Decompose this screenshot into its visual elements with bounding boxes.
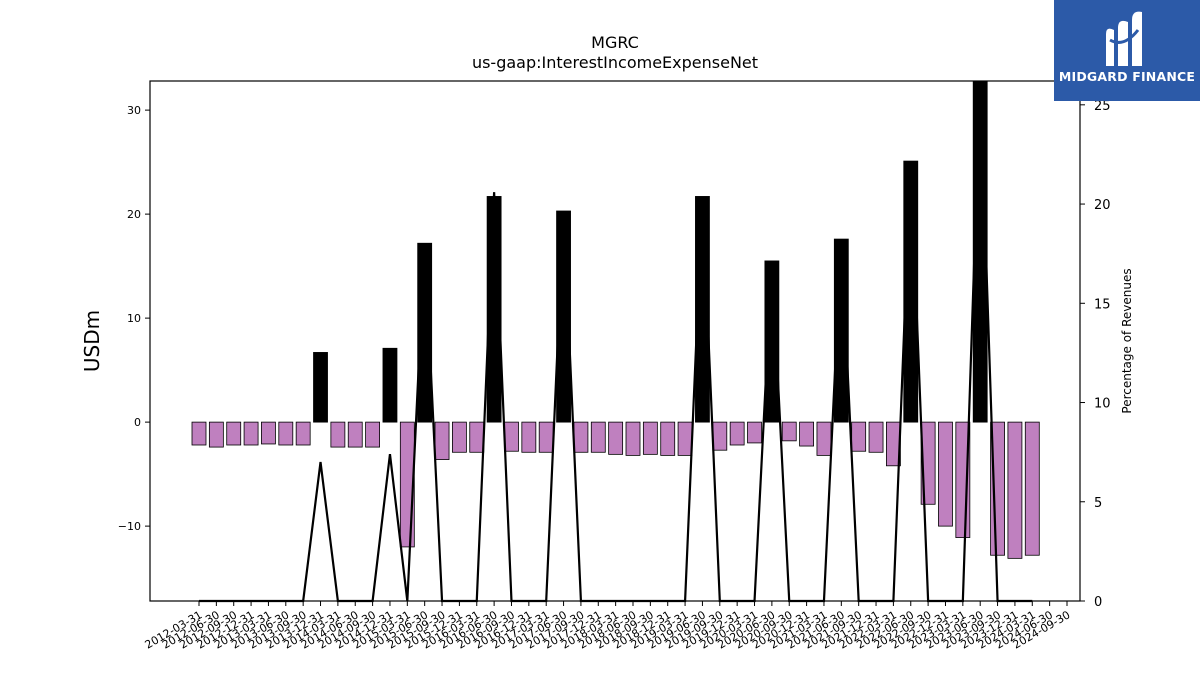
y2-tick-label: 5 — [1094, 496, 1102, 511]
y-axis-label: USDm — [80, 310, 104, 372]
bar — [695, 196, 710, 423]
bar — [226, 421, 242, 446]
bar — [833, 238, 849, 423]
bar — [261, 421, 276, 445]
bar — [642, 421, 658, 455]
bar — [920, 421, 936, 505]
y-axis-right: 0 5 10 15 20 25 — [1080, 99, 1111, 610]
y2-tick-label: 0 — [1094, 595, 1102, 610]
chart-title: MGRC — [591, 33, 639, 52]
bar — [747, 421, 762, 444]
bar — [434, 421, 450, 460]
bar — [625, 421, 641, 456]
bar — [781, 421, 797, 442]
bar — [469, 421, 485, 453]
bar — [208, 421, 224, 448]
bar — [521, 421, 537, 453]
bar — [538, 421, 554, 453]
bar — [1024, 421, 1040, 556]
bar — [712, 421, 728, 451]
bar — [382, 347, 398, 423]
bar — [938, 421, 953, 527]
brand-logo: MIDGARD FINANCE — [1054, 0, 1200, 101]
bar — [504, 421, 519, 452]
bar — [295, 421, 311, 446]
bar — [278, 421, 294, 446]
y2-tick-label: 25 — [1094, 99, 1111, 114]
bar — [868, 421, 884, 453]
bar — [330, 421, 346, 448]
y2-tick-label: 20 — [1094, 198, 1111, 213]
bar — [417, 242, 433, 423]
y-tick-label: 0 — [134, 416, 141, 429]
x-axis: 2012-03-312012-06-302012-09-302012-12-31… — [143, 601, 1073, 652]
y-tick-label: 10 — [127, 312, 141, 325]
bar — [451, 421, 467, 453]
plot-area — [191, 80, 1040, 603]
bar — [313, 352, 328, 423]
bar — [729, 421, 745, 446]
bar — [347, 421, 363, 448]
plot-frame — [149, 80, 1081, 602]
bar — [573, 421, 589, 453]
bar — [556, 210, 571, 423]
y2-axis-label: Percentage of Revenues — [1120, 268, 1134, 413]
y2-tick-label: 10 — [1094, 397, 1111, 412]
y-tick-label: 20 — [127, 208, 141, 221]
y-tick-label: 30 — [127, 104, 141, 117]
y-axis-left: −10 0 10 20 30 — [118, 104, 150, 533]
bar — [191, 421, 207, 446]
midgard-m-icon — [1106, 11, 1142, 67]
bar — [608, 421, 624, 455]
bar — [660, 421, 676, 456]
bar — [677, 421, 693, 456]
bar — [851, 421, 867, 452]
y-tick-label: −10 — [118, 520, 141, 533]
bar — [243, 421, 259, 446]
chart-subtitle: us-gaap:InterestIncomeExpenseNet — [472, 53, 758, 72]
brand-name: MIDGARD FINANCE — [1058, 69, 1196, 84]
bar — [764, 260, 780, 423]
bar — [816, 421, 832, 456]
y2-tick-label: 15 — [1094, 297, 1111, 312]
bar — [1007, 421, 1023, 559]
bar — [365, 421, 381, 448]
bar — [590, 421, 606, 453]
bar — [799, 421, 814, 447]
